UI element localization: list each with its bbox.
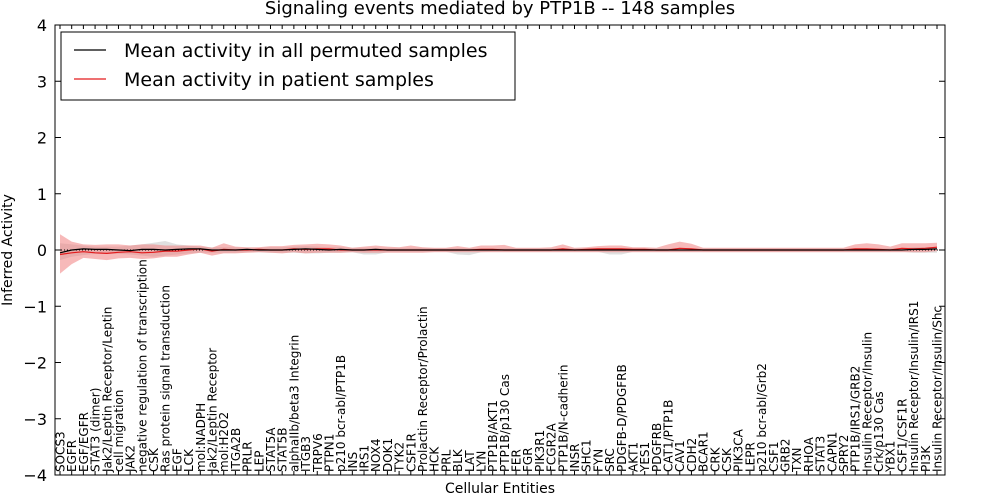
x-tick-label: PTP1B/AKT1 [486, 400, 500, 472]
patient-band [60, 234, 937, 274]
x-tick-label: PRLR [241, 441, 255, 472]
x-tick-label: Insulin Receptor/Insulin/Shc [931, 306, 945, 472]
x-tick-label: PI3K [919, 445, 933, 472]
x-tick-label: PDGFB-D/PDGFRB [615, 364, 629, 472]
x-tick-label: TYK2 [393, 442, 407, 473]
x-tick-label: GRB2 [778, 438, 792, 472]
x-tick-label: CSF1 [767, 441, 781, 472]
x-tick-label: SOCS3 [54, 431, 68, 472]
x-tick-label: HCK [428, 446, 442, 472]
x-tick-label: STAT5A [264, 427, 278, 472]
x-tick-label: RHOA [802, 436, 816, 472]
x-tick-label: mol:NADPH [194, 403, 208, 472]
x-axis-label: Cellular Entities [445, 481, 555, 497]
x-tick-label: LAT [463, 450, 477, 472]
x-tick-label: PTP1B/N-cadherin [556, 365, 570, 472]
y-tick-label: −2 [23, 354, 47, 373]
y-tick-label: 3 [37, 72, 47, 91]
x-tick-label: PTP1B/p130 Cas [498, 374, 512, 472]
x-tick-label: Crk/p130 Cas [872, 391, 886, 472]
x-tick-label: CRK [708, 446, 722, 472]
x-tick-label: PTPN1 [322, 434, 336, 472]
x-tick-label: Insulin Receptor/Insulin/IRS1 [907, 301, 921, 472]
x-tick-label: IRS1 [358, 445, 372, 472]
chart-title: Signaling events mediated by PTP1B -- 14… [265, 0, 735, 19]
x-tick-label: BLK [451, 448, 465, 472]
x-tick-label: EGF [170, 448, 184, 472]
x-tick-label: FYN [591, 449, 605, 472]
x-tick-label: Ras protein signal transduction [159, 285, 173, 472]
y-axis-label: Inferred Activity [0, 194, 16, 306]
x-tick-label: STAT3 (dimer) [89, 388, 103, 472]
x-tick-label: CSK [720, 447, 734, 472]
x-tick-label: cell migration [112, 390, 126, 472]
confidence-bands [60, 234, 937, 274]
x-tick-label: TRPV6 [311, 433, 325, 473]
x-tick-label: ITGB3 [299, 436, 313, 472]
y-tick-label: −1 [23, 297, 47, 316]
x-tick-label: Insulin Receptor/Insulin [860, 332, 874, 472]
x-tick-label: LCK [182, 448, 196, 472]
x-tick-label: PIK3CA [732, 428, 746, 472]
y-tick-label: 2 [37, 129, 47, 148]
y-axis: 4 3 2 1 0 −1 −2 −3 −4 [23, 16, 945, 485]
y-tick-label: 4 [37, 16, 47, 35]
x-tick-label: CSK [147, 447, 161, 472]
permuted-line [59, 248, 938, 254]
x-tick-label: LEPR [743, 442, 757, 472]
x-tick-label: PTP1B/IRS1/GRB2 [849, 366, 863, 472]
x-tick-label: EGF/EGFR [77, 412, 91, 472]
x-tick-label: PDGFRB [650, 423, 664, 472]
legend-box [60, 31, 516, 101]
x-tick-label: CDH2 [685, 438, 699, 472]
x-tick-label: LYN [474, 451, 488, 472]
x-tick-label: FCGR2A [545, 422, 559, 472]
x-tick-label: TXN [790, 447, 804, 473]
x-tick-label: Jak2/Leptin Receptor [206, 348, 220, 473]
legend-label-permuted: Mean activity in all permuted samples [124, 40, 487, 62]
x-tick-label: YBX1 [884, 441, 898, 473]
legend: Mean activity in all permuted samples Me… [60, 31, 516, 101]
series-lines [55, 246, 945, 256]
y-tick-label: −4 [23, 466, 47, 485]
x-tick-label: JAK2 [124, 445, 138, 473]
x-tick-label: INS [346, 452, 360, 472]
y-tick-label: 1 [37, 185, 47, 204]
x-tick-label: alphaIIb/beta3 Integrin [287, 335, 301, 472]
x-tick-label: CAT1/PTP1B [662, 400, 676, 472]
x-tick-label: mol:H2O2 [217, 412, 231, 472]
x-tick-label: CSF1R [404, 433, 418, 472]
x-tick-label: FGR [521, 447, 535, 472]
x-tick-label: CAPN1 [825, 432, 839, 472]
x-tick-label: FER [510, 449, 524, 472]
x-tick-label: STAT3 [814, 436, 828, 472]
x-tick-label: EGFR [65, 440, 79, 472]
x-tick-label: INSR [568, 444, 582, 472]
x-tick-label: PRL [439, 449, 453, 472]
y-tick-label: 0 [37, 241, 47, 260]
x-tick-label: Jak2/Leptin Receptor/Leptin [100, 307, 114, 473]
x-tick-label: CSF1/CSF1R [895, 399, 909, 472]
x-tick-label: SRC [603, 448, 617, 472]
x-tick-label: ITGA2B [229, 428, 243, 472]
x-tick-label: SHC1 [580, 439, 594, 472]
x-tick-label: YES1 [638, 442, 652, 473]
x-tick-label: Prolactin Receptor/Prolactin [416, 306, 430, 472]
x-tick-label: negative regulation of transcription [135, 259, 149, 472]
x-tick-label: STAT5B [276, 428, 290, 473]
x-tick-label: NOX4 [369, 438, 383, 472]
x-tick-label: AKT1 [626, 442, 640, 472]
x-tick-label: SPRY2 [837, 435, 851, 472]
legend-label-patient: Mean activity in patient samples [124, 69, 434, 91]
x-tick-label: DOK1 [381, 438, 395, 472]
x-tick-label: BCAR1 [697, 431, 711, 472]
x-tick-label: PIK3R1 [533, 430, 547, 472]
x-tick-label: LEP [252, 450, 266, 472]
x-tick-label: CAV1 [673, 440, 687, 472]
y-tick-label: −3 [23, 410, 47, 429]
x-tick-label: p210 bcr-abl/Grb2 [755, 363, 769, 472]
x-tick-label: p210 bcr-abl/PTP1B [334, 355, 348, 472]
